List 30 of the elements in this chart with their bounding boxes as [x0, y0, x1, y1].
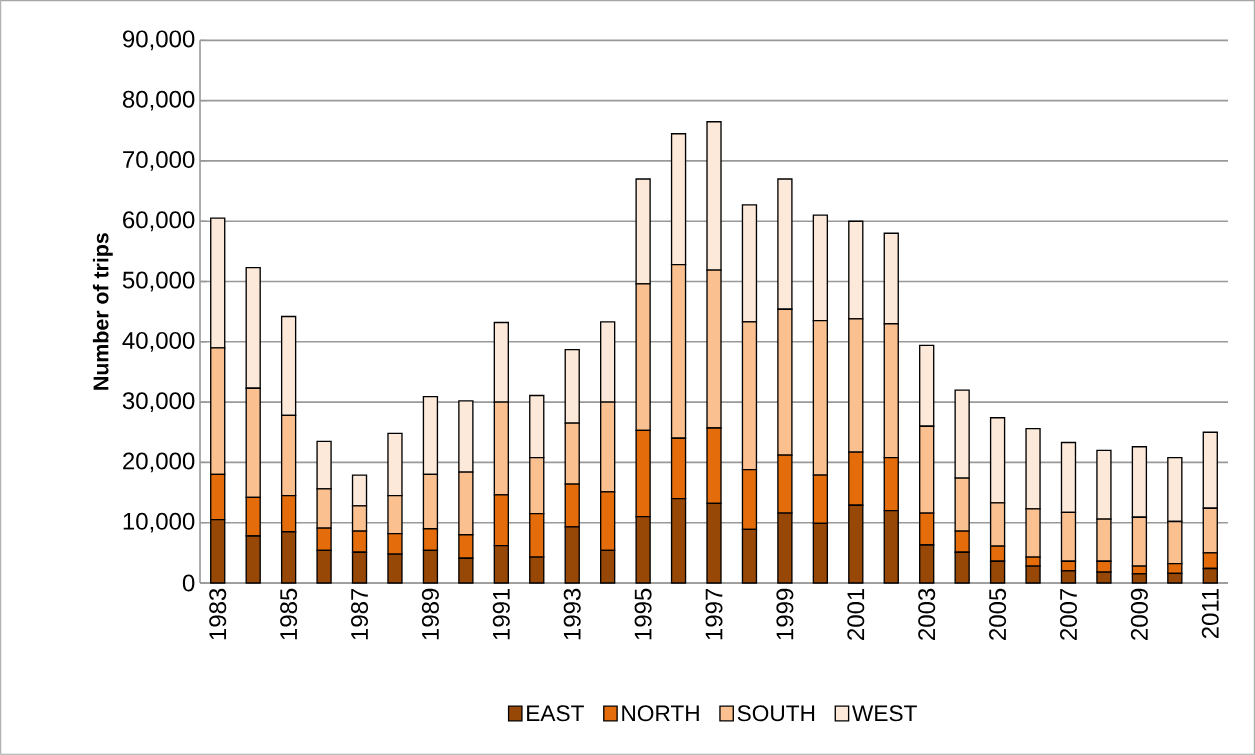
x-tick-label: 2005 — [989, 588, 1007, 640]
y-tick-label: 20,000 — [123, 452, 195, 473]
x-tick-label: 2007 — [1059, 588, 1077, 640]
x-tick-label: 1989 — [421, 588, 439, 640]
x-tick-label: 1995 — [634, 588, 652, 640]
x-tick-label: 1983 — [209, 588, 227, 640]
x-tick-label: 2003 — [918, 588, 936, 640]
x-tick-label: 1993 — [563, 588, 581, 640]
y-tick-label: 60,000 — [123, 211, 195, 232]
y-tick-label: 40,000 — [122, 331, 195, 352]
y-tick-label: 90,000 — [123, 30, 195, 51]
y-tick-label: 80,000 — [122, 90, 195, 111]
legend-label: NORTH — [622, 705, 699, 722]
x-tick-label: 1987 — [351, 588, 369, 640]
y-tick-label: 70,000 — [123, 151, 195, 171]
x-tick-label: 2009 — [1130, 588, 1148, 640]
y-tick-label: 50,000 — [122, 271, 195, 292]
x-tick-label: 1999 — [776, 588, 794, 640]
x-tick-label: 2011 — [1201, 588, 1219, 639]
y-axis-title: Number of trips — [92, 233, 113, 390]
y-tick-label: 0 — [182, 574, 195, 592]
x-tick-label: 1991 — [492, 588, 510, 640]
legend-label: EAST — [527, 705, 584, 722]
legend-label: WEST — [852, 705, 917, 722]
x-tick-label: 1985 — [280, 588, 298, 640]
y-tick-label: 10,000 — [123, 512, 195, 533]
y-tick-label: 30,000 — [122, 392, 195, 413]
x-tick-label: 1997 — [705, 588, 723, 640]
legend-label: SOUTH — [737, 705, 815, 722]
x-tick-label: 2001 — [847, 588, 865, 640]
